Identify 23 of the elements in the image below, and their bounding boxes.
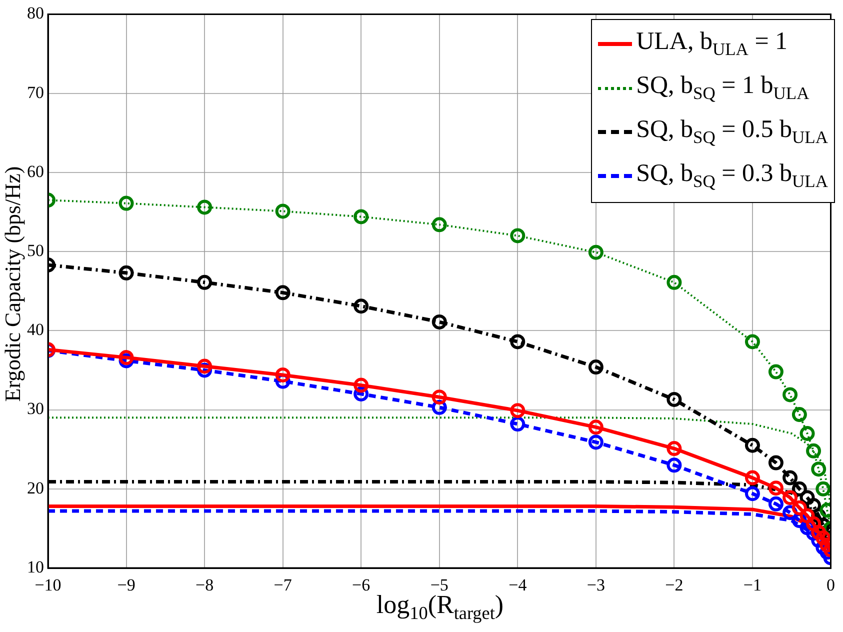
x-tick-label: −9 xyxy=(117,576,136,595)
y-tick-label: 60 xyxy=(27,162,44,181)
x-tick-label: −1 xyxy=(743,576,762,595)
legend-label: SQ, b$_{SQ}$ = 0.3 b$_{ULA}$ xyxy=(636,160,828,192)
y-tick-label: 30 xyxy=(27,399,44,418)
x-tick-label: −4 xyxy=(508,576,528,595)
x-tick-label: −8 xyxy=(196,576,214,595)
y-tick-label: 70 xyxy=(27,82,44,102)
y-tick-label: 10 xyxy=(27,557,44,576)
y-tick-label: 20 xyxy=(27,478,44,498)
x-tick-label: −3 xyxy=(586,576,605,595)
legend-label: ULA, b$_{ULA}$ = 1 xyxy=(636,28,788,60)
y-axis-title: Ergodic Capacity (bps/Hz) xyxy=(0,165,25,404)
x-tick-label: −7 xyxy=(274,576,292,595)
legend-label: SQ, b$_{SQ}$ = 0.5 b$_{ULA}$ xyxy=(636,116,828,148)
legend-label: SQ, b$_{SQ}$ = 1 b$_{ULA}$ xyxy=(636,72,810,104)
x-tick-label: 0 xyxy=(826,576,835,595)
y-tick-label: 50 xyxy=(27,241,44,260)
y-tick-label: 80 xyxy=(27,4,44,23)
x-tick-label: −2 xyxy=(665,576,684,595)
x-tick-label: −10 xyxy=(34,576,62,595)
y-tick-label: 40 xyxy=(27,320,44,340)
x-tick-label: −6 xyxy=(352,576,370,595)
